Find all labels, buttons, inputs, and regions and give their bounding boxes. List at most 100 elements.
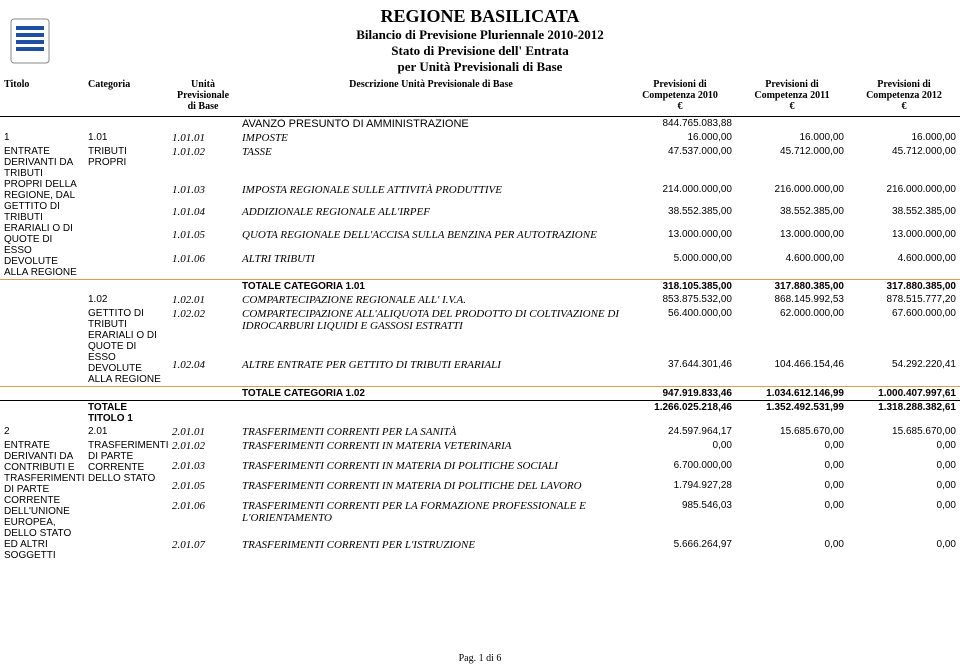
table-row: TOTALE CATEGORIA 1.01318.105.385,00317.8… bbox=[0, 280, 960, 294]
budget-table: Titolo Categoria Unità Previsionale di B… bbox=[0, 77, 960, 562]
cell-p12: 13.000.000,00 bbox=[848, 228, 960, 250]
cell-p11: 13.000.000,00 bbox=[736, 228, 848, 250]
cell-p12: 67.600.000,00 bbox=[848, 307, 960, 358]
col-prev-2012: Previsioni di Competenza 2012 € bbox=[848, 77, 960, 117]
cell-p11: 104.466.154,46 bbox=[736, 358, 848, 386]
cell-desc: ALTRE ENTRATE PER GETTITO DI TRIBUTI ERA… bbox=[238, 358, 624, 386]
cell-p10: 5.666.264,97 bbox=[624, 536, 736, 562]
cell-upb bbox=[168, 387, 238, 401]
cell-categoria: TRIBUTI PROPRI bbox=[84, 145, 168, 183]
cell-upb: 1.02.04 bbox=[168, 358, 238, 386]
cell-p11: 0,00 bbox=[736, 499, 848, 536]
table-row: 1.01.04ADDIZIONALE REGIONALE ALL'IRPEF38… bbox=[0, 205, 960, 227]
logo bbox=[10, 18, 50, 68]
col-desc: Descrizione Unità Previsionale di Base bbox=[238, 77, 624, 117]
cell-upb: 2.01.02 bbox=[168, 439, 238, 459]
cell-p11: 1.034.612.146,99 bbox=[736, 387, 848, 401]
table-row: 11.011.01.01IMPOSTE16.000,0016.000,0016.… bbox=[0, 131, 960, 145]
col-p11a: Previsioni di bbox=[765, 79, 818, 90]
cell-p11: 0,00 bbox=[736, 536, 848, 562]
cell-categoria: 1.01 bbox=[84, 131, 168, 145]
cell-upb bbox=[168, 117, 238, 132]
cell-titolo bbox=[0, 280, 84, 294]
cell-p11: 0,00 bbox=[736, 439, 848, 459]
cell-desc: QUOTA REGIONALE DELL'ACCISA SULLA BENZIN… bbox=[238, 228, 624, 250]
cell-upb: 1.02.02 bbox=[168, 307, 238, 358]
cell-p11: 4.600.000,00 bbox=[736, 250, 848, 279]
cell-p12: 4.600.000,00 bbox=[848, 250, 960, 279]
table-row: 1.01.03IMPOSTA REGIONALE SULLE ATTIVITÀ … bbox=[0, 183, 960, 205]
cell-p10: 16.000,00 bbox=[624, 131, 736, 145]
cell-upb: 1.01.06 bbox=[168, 250, 238, 279]
cell-upb: 2.01.07 bbox=[168, 536, 238, 562]
cell-desc: ALTRI TRIBUTI bbox=[238, 250, 624, 279]
cell-p11: 1.352.492.531,99 bbox=[736, 401, 848, 426]
cell-p10: 24.597.964,17 bbox=[624, 425, 736, 439]
cell-categoria: 2.01 bbox=[84, 425, 168, 439]
col-p12a: Previsioni di bbox=[877, 79, 930, 90]
cell-titolo bbox=[0, 293, 84, 307]
cell-p10: 214.000.000,00 bbox=[624, 183, 736, 205]
cell-p11 bbox=[736, 117, 848, 132]
cell-p10: 0,00 bbox=[624, 439, 736, 459]
cell-p12: 16.000,00 bbox=[848, 131, 960, 145]
page-footer: Pag. 1 di 6 bbox=[0, 653, 960, 664]
cell-categoria: TRASFERIMENTI DI PARTE CORRENTE DELLO ST… bbox=[84, 439, 168, 562]
cell-desc: ADDIZIONALE REGIONALE ALL'IRPEF bbox=[238, 205, 624, 227]
cell-p11: 45.712.000,00 bbox=[736, 145, 848, 183]
cell-p11: 317.880.385,00 bbox=[736, 280, 848, 294]
cell-desc: TRASFERIMENTI CORRENTI PER LA SANITÀ bbox=[238, 425, 624, 439]
cell-upb: 1.01.03 bbox=[168, 183, 238, 205]
cell-upb: 1.01.04 bbox=[168, 205, 238, 227]
cell-desc: IMPOSTA REGIONALE SULLE ATTIVITÀ PRODUTT… bbox=[238, 183, 624, 205]
cell-p10: 47.537.000,00 bbox=[624, 145, 736, 183]
table-row: GETTITO DI TRIBUTI ERARIALI O DI QUOTE D… bbox=[0, 307, 960, 358]
col-p10b: Competenza 2010 bbox=[642, 90, 718, 101]
cell-titolo bbox=[0, 401, 84, 426]
subtitle-2: Stato di Previsione dell' Entrata bbox=[0, 43, 960, 59]
cell-p10: 1.266.025.218,46 bbox=[624, 401, 736, 426]
cell-upb: 2.01.05 bbox=[168, 479, 238, 499]
cell-p11: 868.145.992,53 bbox=[736, 293, 848, 307]
col-prev-2011: Previsioni di Competenza 2011 € bbox=[736, 77, 848, 117]
cell-p10: 56.400.000,00 bbox=[624, 307, 736, 358]
cell-desc: TASSE bbox=[238, 145, 624, 183]
cell-p12: 1.000.407.997,61 bbox=[848, 387, 960, 401]
table-row: 22.012.01.01TRASFERIMENTI CORRENTI PER L… bbox=[0, 425, 960, 439]
cell-p12 bbox=[848, 117, 960, 132]
cell-p12: 45.712.000,00 bbox=[848, 145, 960, 183]
cell-categoria: 1.02 bbox=[84, 293, 168, 307]
table-row: ENTRATE DERIVANTI DA CONTRIBUTI E TRASFE… bbox=[0, 439, 960, 459]
cell-p11: 38.552.385,00 bbox=[736, 205, 848, 227]
cell-categoria bbox=[84, 250, 168, 279]
cell-p11: 62.000.000,00 bbox=[736, 307, 848, 358]
cell-categoria bbox=[84, 280, 168, 294]
cell-p10: 5.000.000,00 bbox=[624, 250, 736, 279]
col-categoria: Categoria bbox=[84, 77, 168, 117]
table-row: TOTALE CATEGORIA 1.02947.919.833,461.034… bbox=[0, 387, 960, 401]
table-header-row: Titolo Categoria Unità Previsionale di B… bbox=[0, 77, 960, 117]
cell-categoria bbox=[84, 228, 168, 250]
col-euro-1: € bbox=[628, 101, 732, 112]
cell-desc: TRASFERIMENTI CORRENTI IN MATERIA DI POL… bbox=[238, 459, 624, 479]
cell-titolo: 1 bbox=[0, 131, 84, 145]
cell-p12: 54.292.220,41 bbox=[848, 358, 960, 386]
cell-upb: 1.01.05 bbox=[168, 228, 238, 250]
cell-categoria bbox=[84, 183, 168, 205]
subtitle-3: per Unità Previsionali di Base bbox=[0, 59, 960, 75]
cell-p12: 15.685.670,00 bbox=[848, 425, 960, 439]
cell-p11: 0,00 bbox=[736, 459, 848, 479]
cell-titolo bbox=[0, 307, 84, 358]
cell-p10: 947.919.833,46 bbox=[624, 387, 736, 401]
cell-desc: COMPARTECIPAZIONE REGIONALE ALL' I.V.A. bbox=[238, 293, 624, 307]
cell-upb bbox=[168, 401, 238, 426]
cell-titolo: 2 bbox=[0, 425, 84, 439]
cell-titolo: ENTRATE DERIVANTI DA TRIBUTI PROPRI DELL… bbox=[0, 145, 84, 280]
col-p12b: Competenza 2012 bbox=[866, 90, 942, 101]
table-row: ENTRATE DERIVANTI DA TRIBUTI PROPRI DELL… bbox=[0, 145, 960, 183]
cell-p10: 37.644.301,46 bbox=[624, 358, 736, 386]
cell-p10: 38.552.385,00 bbox=[624, 205, 736, 227]
cell-desc: COMPARTECIPAZIONE ALL'ALIQUOTA DEL PRODO… bbox=[238, 307, 624, 358]
cell-upb: 1.02.01 bbox=[168, 293, 238, 307]
cell-p12: 0,00 bbox=[848, 439, 960, 459]
